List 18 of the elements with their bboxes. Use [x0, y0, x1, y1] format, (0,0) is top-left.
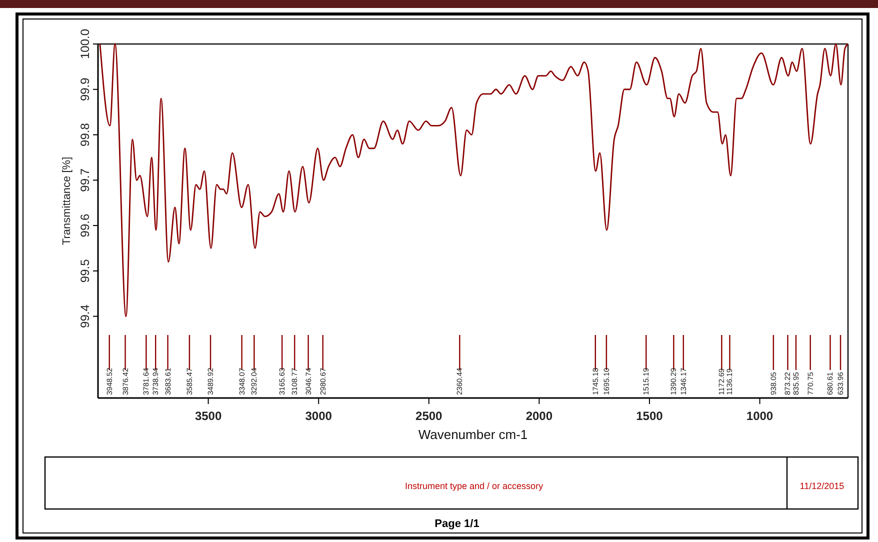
y-axis-title: Transmittance [%]: [61, 156, 73, 246]
x-tick-label: 2500: [416, 409, 443, 423]
y-tick-label: 100.0: [78, 28, 92, 60]
y-tick-label: 99.5: [78, 258, 92, 283]
y-tick-label: 99.6: [78, 214, 92, 238]
x-tick-label: 1000: [746, 409, 774, 423]
y-tick-label: 99.4: [78, 304, 92, 328]
x-axis-title: Wavenumber cm-1: [418, 427, 528, 442]
x-tick-label: 3500: [194, 409, 222, 423]
text: 11/12/2015: [800, 481, 844, 491]
x-tick-label: 2000: [526, 409, 553, 423]
x-tick-label: 3000: [305, 409, 332, 423]
y-tick-label: 99.9: [78, 77, 92, 102]
text: Page 1/1: [434, 518, 480, 530]
x-tick-label: 1500: [636, 409, 664, 423]
y-tick-label: 99.8: [78, 122, 92, 146]
text: Instrument type and / or accessory: [405, 481, 544, 491]
y-tick-label: 99.7: [78, 168, 92, 192]
